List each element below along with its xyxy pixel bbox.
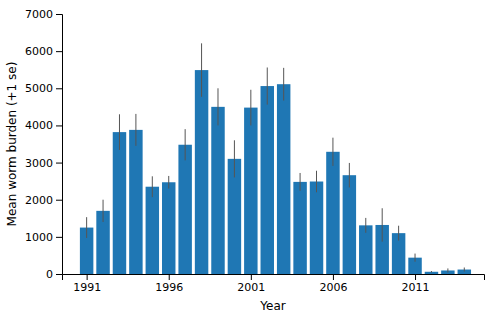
x-tick-label: 2011 — [402, 281, 430, 294]
error-bar — [267, 67, 268, 104]
y-axis: 0 1000 2000 3000 4000 5000 6000 7000 — [25, 8, 63, 281]
x-tick-mark — [87, 274, 88, 280]
bar — [343, 175, 356, 274]
error-bar — [168, 176, 169, 189]
error-bar — [234, 140, 235, 177]
x-tick: 2006 — [319, 274, 347, 294]
x-tick-mark — [415, 274, 416, 280]
error-bar — [316, 171, 317, 193]
bar — [425, 272, 438, 274]
error-bar — [349, 163, 350, 188]
y-tick: 3000 — [25, 157, 62, 170]
error-bar — [185, 129, 186, 160]
x-tick-label: 1996 — [155, 281, 183, 294]
bar — [293, 182, 306, 274]
y-tick-mark — [56, 237, 62, 238]
x-axis: 1991 1996 2001 2006 2011 — [63, 274, 485, 294]
x-tick: 2001 — [237, 274, 265, 294]
y-tick-mark — [56, 163, 62, 164]
error-bar — [447, 268, 448, 272]
chart: 1991 1996 2001 2006 2011 0 1000 2000 3000 4000 500… — [0, 0, 500, 320]
bar — [195, 70, 208, 274]
error-bar — [152, 176, 153, 197]
y-tick: 6000 — [25, 45, 62, 58]
y-tick-label: 0 — [46, 268, 53, 281]
error-bar — [398, 226, 399, 241]
y-tick-label: 5000 — [25, 82, 53, 95]
y-tick-mark — [56, 51, 62, 52]
y-axis-title: Mean worm burden (+1 se) — [5, 62, 19, 227]
y-tick: 7000 — [25, 8, 62, 21]
error-bar — [431, 271, 432, 272]
bar — [211, 107, 224, 274]
bar — [326, 152, 339, 274]
y-tick: 5000 — [25, 82, 62, 95]
y-tick-mark — [56, 14, 62, 15]
x-tick-mark — [251, 274, 252, 280]
bar — [310, 182, 323, 274]
y-tick-mark — [56, 125, 62, 126]
y-tick-label: 3000 — [25, 157, 53, 170]
bar — [178, 145, 191, 274]
y-tick-mark — [56, 274, 62, 275]
bar — [244, 108, 257, 274]
x-axis-line — [63, 275, 485, 281]
y-tick-label: 6000 — [25, 45, 53, 58]
error-bar — [300, 173, 301, 191]
bar — [113, 132, 126, 274]
y-tick-label: 1000 — [25, 231, 53, 244]
error-bar — [86, 217, 87, 238]
error-bar — [119, 114, 120, 150]
bar — [146, 187, 159, 274]
y-tick: 1000 — [25, 231, 62, 244]
bar — [277, 84, 290, 274]
error-bar — [103, 200, 104, 222]
marks — [80, 43, 471, 274]
y-tick-mark — [56, 88, 62, 89]
error-bar — [201, 43, 202, 96]
error-bar — [135, 114, 136, 146]
error-bar — [382, 208, 383, 241]
x-tick-label: 2006 — [319, 281, 347, 294]
bar — [162, 182, 175, 274]
x-tick-mark — [169, 274, 170, 280]
x-tick-mark — [333, 274, 334, 280]
x-tick-label: 1991 — [73, 281, 101, 294]
bar — [261, 86, 274, 274]
error-bar — [283, 68, 284, 101]
bar — [129, 130, 142, 274]
y-axis-line — [56, 15, 63, 275]
y-tick-label: 2000 — [25, 194, 53, 207]
error-bar — [415, 254, 416, 262]
x-tick-label: 2001 — [237, 281, 265, 294]
error-bar — [365, 218, 366, 233]
plot-area: 1991 1996 2001 2006 2011 0 1000 2000 3000 4000 500… — [25, 8, 485, 294]
y-tick: 2000 — [25, 194, 62, 207]
y-tick: 4000 — [25, 119, 62, 132]
y-tick-label: 7000 — [25, 8, 53, 21]
x-axis-title: Year — [259, 299, 285, 313]
error-bar — [464, 268, 465, 272]
y-tick: 0 — [46, 268, 62, 281]
y-tick-mark — [56, 200, 62, 201]
x-tick: 1991 — [73, 274, 101, 294]
x-tick: 1996 — [155, 274, 183, 294]
error-bar — [250, 90, 251, 126]
error-bar — [217, 88, 218, 125]
error-bar — [332, 138, 333, 166]
x-tick: 2011 — [402, 274, 430, 294]
y-tick-label: 4000 — [25, 119, 53, 132]
